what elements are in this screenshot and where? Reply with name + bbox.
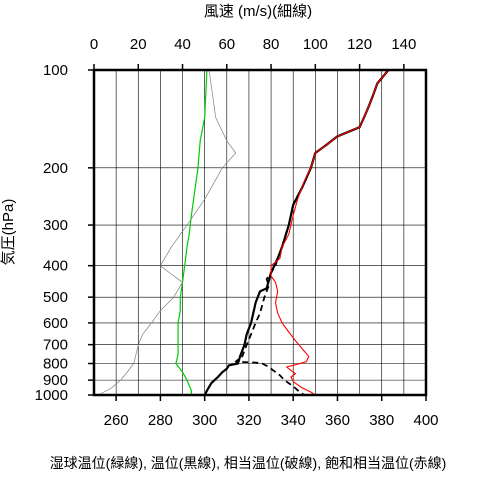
- bottom-tick-label: 400: [413, 412, 438, 429]
- equivalent-theta-line: [234, 69, 390, 396]
- series-layer: [98, 69, 390, 396]
- chart-caption: 湿球温位(緑線), 温位(黒線), 相当温位(破線), 飽和相当温位(赤線): [50, 455, 447, 471]
- y-tick-label: 800: [43, 356, 68, 373]
- plot-frame: [92, 68, 428, 397]
- top-tick-label: 140: [391, 36, 416, 53]
- top-tick-label: 120: [347, 36, 372, 53]
- bottom-tick-label: 280: [148, 412, 173, 429]
- y-tick-label: 900: [43, 372, 68, 389]
- grid: [94, 69, 426, 396]
- y-tick-label: 1000: [35, 387, 68, 404]
- y-tick-label: 100: [43, 62, 68, 79]
- y-tick-label: 400: [43, 258, 68, 275]
- wet-bulb-theta-line: [175, 69, 208, 395]
- y-tick-label: 300: [43, 217, 68, 234]
- y-tick-label: 200: [43, 160, 68, 177]
- y-axis-title: 気圧(hPa): [0, 199, 17, 266]
- saturated-equivalent-theta-line: [270, 69, 389, 396]
- y-tick-label: 500: [43, 289, 68, 306]
- top-tick-label: 0: [90, 36, 98, 53]
- bottom-tick-label: 340: [281, 412, 306, 429]
- top-tick-label: 80: [263, 36, 280, 53]
- top-tick-label: 100: [303, 36, 328, 53]
- top-tick-label: 40: [174, 36, 191, 53]
- bottom-tick-label: 360: [325, 412, 350, 429]
- top-tick-label: 60: [218, 36, 235, 53]
- theta-line: [203, 69, 390, 396]
- bottom-tick-label: 380: [369, 412, 394, 429]
- bottom-tick-label: 300: [192, 412, 217, 429]
- top-axis-title: 風速 (m/s)(細線): [204, 3, 312, 20]
- top-tick-label: 20: [130, 36, 147, 53]
- bottom-tick-label: 260: [104, 412, 129, 429]
- y-tick-label: 600: [43, 315, 68, 332]
- wind-speed-line: [98, 69, 237, 396]
- bottom-tick-label: 320: [236, 412, 261, 429]
- y-tick-label: 700: [43, 337, 68, 354]
